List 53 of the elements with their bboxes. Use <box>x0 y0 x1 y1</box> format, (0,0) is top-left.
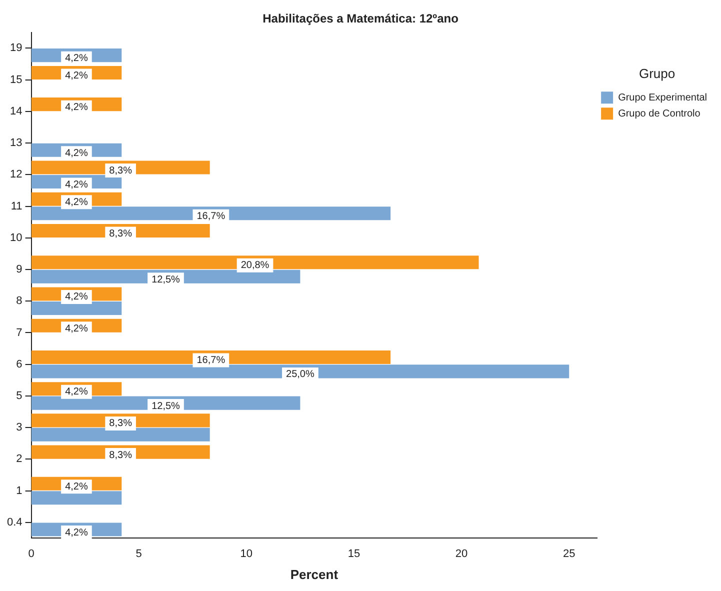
data-label: 4,2% <box>65 292 88 303</box>
data-label: 16,7% <box>196 211 226 222</box>
x-tick-label: 0 <box>28 548 34 560</box>
bar <box>31 364 570 378</box>
legend-label: Grupo de Controlo <box>618 108 701 120</box>
x-tick-label: 25 <box>562 548 576 560</box>
y-tick-label: 7 <box>16 326 22 339</box>
y-tick-label: 11 <box>10 200 22 212</box>
x-tick-label: 5 <box>136 548 142 560</box>
y-tick-label: 13 <box>10 137 22 150</box>
y-tick-label: 15 <box>10 74 22 86</box>
data-label: 4,2% <box>65 53 88 64</box>
y-tick-label: 12 <box>10 168 22 181</box>
data-label: 4,2% <box>65 196 88 208</box>
y-tick-label: 9 <box>16 264 22 276</box>
x-tick-label: 15 <box>348 548 360 560</box>
x-axis-title: Percent <box>290 566 339 582</box>
y-tick-label: 3 <box>16 422 22 434</box>
data-label: 4,2% <box>65 527 88 538</box>
data-label: 4,2% <box>65 102 88 114</box>
data-label: 20,8% <box>240 260 270 272</box>
data-label: 8,3% <box>109 165 132 176</box>
data-label: 4,2% <box>65 180 88 191</box>
data-label: 8,3% <box>109 418 132 430</box>
bar <box>31 428 210 442</box>
y-tick-label: 1 <box>16 484 22 497</box>
data-label: 4,2% <box>65 323 88 334</box>
x-tick-label: 20 <box>455 548 468 560</box>
y-tick-label: 8 <box>16 295 22 308</box>
data-label: 4,2% <box>65 386 88 398</box>
data-label: 12,5% <box>152 274 180 286</box>
data-label: 8,3% <box>109 450 132 461</box>
y-tick-label: 19 <box>10 42 22 54</box>
y-tick-label: 5 <box>16 390 22 402</box>
y-tick-label: 2 <box>16 453 22 466</box>
x-tick-label: 10 <box>240 548 253 560</box>
legend-title: Grupo <box>638 66 676 82</box>
legend-label: Grupo Experimental <box>618 92 708 104</box>
data-label: 25,0% <box>286 369 314 380</box>
data-label: 8,3% <box>109 228 132 240</box>
data-label: 4,2% <box>65 70 88 82</box>
data-label: 12,5% <box>152 400 180 412</box>
bar <box>31 206 391 220</box>
y-tick-label: 10 <box>10 232 22 244</box>
data-label: 4,2% <box>65 481 88 492</box>
data-label: 16,7% <box>196 354 226 366</box>
y-tick-label: 14 <box>10 105 22 118</box>
y-tick-label: 6 <box>16 358 22 370</box>
y-tick-label: 0.4 <box>6 516 22 528</box>
bar <box>31 301 122 315</box>
chart-title: Habilitações a Matemática: 12ºano <box>262 12 458 26</box>
data-label: 4,2% <box>65 148 88 159</box>
bar <box>31 491 122 505</box>
